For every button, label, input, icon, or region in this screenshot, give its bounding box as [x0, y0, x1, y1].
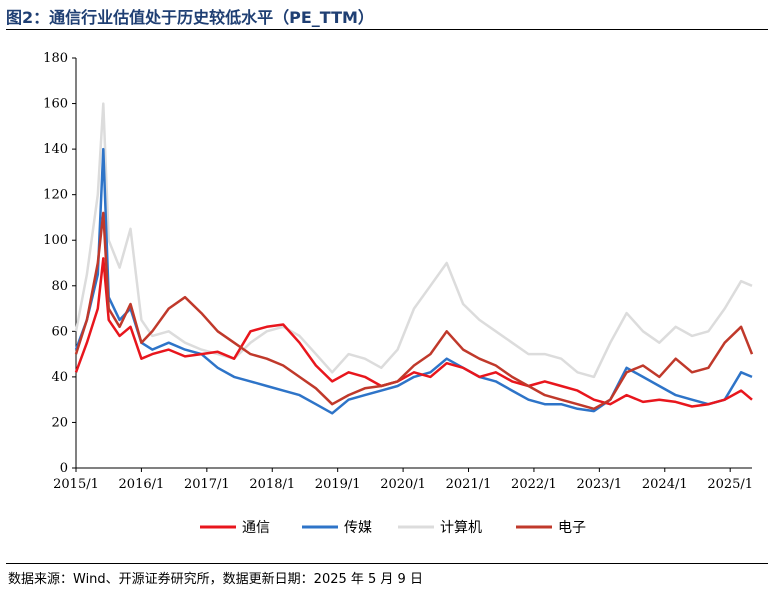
x-tick-label: 2017/1	[184, 477, 230, 492]
x-tick-label: 2019/1	[315, 477, 361, 492]
chart-legend: 通信 传媒 计算机 电子	[200, 520, 586, 536]
chart-title: 图2：通信行业估值处于历史较低水平（PE_TTM）	[6, 8, 374, 27]
series-line-3	[74, 102, 753, 379]
x-tick-label: 2025/1	[707, 477, 753, 492]
x-tick-label: 2016/1	[119, 477, 165, 492]
series-line-1	[74, 257, 753, 408]
chart-series	[74, 102, 754, 415]
y-tick-label: 40	[51, 370, 68, 385]
x-tick-label: 2018/1	[249, 477, 295, 492]
bottom-rule	[6, 563, 768, 564]
chart-axes: 0 20 40 60 80 100 120 140 160 180 2015/1 2016/1 2017…	[43, 51, 753, 492]
x-tick-label: 2023/1	[576, 477, 622, 492]
x-tick-label: 2021/1	[446, 477, 492, 492]
y-tick-label: 80	[51, 279, 68, 294]
top-rule	[6, 29, 768, 30]
x-tick-label: 2015/1	[53, 477, 99, 492]
x-tick-label: 2024/1	[642, 477, 688, 492]
series-line-4	[74, 211, 754, 411]
series-line-2	[74, 147, 753, 415]
source-note: 数据来源：Wind、开源证券研究所，数据更新日期：2025 年 5 月 9 日	[8, 572, 423, 587]
x-tick-label: 2022/1	[511, 477, 557, 492]
y-tick-label: 60	[51, 324, 68, 339]
legend-label-4: 电子	[558, 520, 586, 536]
y-tick-label: 140	[43, 142, 68, 157]
y-tick-label: 120	[43, 188, 68, 203]
y-tick-label: 0	[60, 461, 68, 476]
legend-label-3: 计算机	[440, 520, 482, 536]
y-tick-label: 100	[43, 233, 68, 248]
y-tick-label: 20	[51, 415, 68, 430]
legend-label-1: 通信	[242, 520, 270, 536]
legend-label-2: 传媒	[344, 520, 372, 536]
x-tick-label: 2020/1	[380, 477, 426, 492]
y-tick-label: 160	[43, 97, 68, 112]
y-tick-label: 180	[43, 51, 68, 66]
